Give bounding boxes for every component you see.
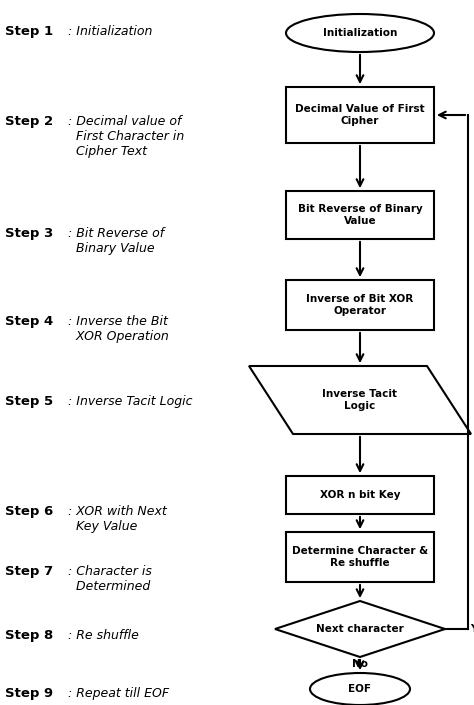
Text: : Decimal value of
  First Character in
  Cipher Text: : Decimal value of First Character in Ci… bbox=[68, 115, 184, 158]
Polygon shape bbox=[275, 601, 445, 657]
Text: Step 3: Step 3 bbox=[5, 227, 53, 240]
Bar bbox=[286, 87, 434, 143]
Text: XOR n bit Key: XOR n bit Key bbox=[320, 490, 400, 500]
Text: Determine Character &
Re shuffle: Determine Character & Re shuffle bbox=[292, 546, 428, 568]
Text: Step 6: Step 6 bbox=[5, 505, 53, 518]
Text: Inverse Tacit
Logic: Inverse Tacit Logic bbox=[322, 389, 398, 411]
Text: : XOR with Next
  Key Value: : XOR with Next Key Value bbox=[68, 505, 167, 533]
Text: Decimal Value of First
Cipher: Decimal Value of First Cipher bbox=[295, 104, 425, 125]
Text: : Character is
  Determined: : Character is Determined bbox=[68, 565, 152, 593]
Text: Step 1: Step 1 bbox=[5, 25, 53, 38]
Text: : Bit Reverse of
  Binary Value: : Bit Reverse of Binary Value bbox=[68, 227, 164, 255]
Ellipse shape bbox=[286, 14, 434, 52]
Text: Step 9: Step 9 bbox=[5, 687, 53, 700]
Text: : Inverse the Bit
  XOR Operation: : Inverse the Bit XOR Operation bbox=[68, 315, 169, 343]
Ellipse shape bbox=[310, 673, 410, 705]
Bar bbox=[286, 532, 434, 582]
Text: EOF: EOF bbox=[348, 684, 372, 694]
Text: Step 5: Step 5 bbox=[5, 395, 53, 408]
Text: : Re shuffle: : Re shuffle bbox=[68, 629, 139, 642]
Text: No: No bbox=[352, 659, 368, 669]
Text: Next character: Next character bbox=[316, 624, 404, 634]
Text: Inverse of Bit XOR
Operator: Inverse of Bit XOR Operator bbox=[306, 294, 414, 316]
Text: : Repeat till EOF: : Repeat till EOF bbox=[68, 687, 169, 700]
Text: Step 2: Step 2 bbox=[5, 115, 53, 128]
Text: Step 4: Step 4 bbox=[5, 315, 53, 328]
Text: : Inverse Tacit Logic: : Inverse Tacit Logic bbox=[68, 395, 192, 408]
Bar bbox=[286, 191, 434, 239]
Bar bbox=[286, 476, 434, 514]
Text: Bit Reverse of Binary
Value: Bit Reverse of Binary Value bbox=[298, 204, 422, 226]
Polygon shape bbox=[249, 366, 471, 434]
Text: Step 7: Step 7 bbox=[5, 565, 53, 578]
Text: Yes: Yes bbox=[470, 624, 474, 634]
Text: Step 8: Step 8 bbox=[5, 629, 53, 642]
Text: : Initialization: : Initialization bbox=[68, 25, 152, 38]
Text: Initialization: Initialization bbox=[323, 28, 397, 38]
Bar bbox=[286, 280, 434, 330]
